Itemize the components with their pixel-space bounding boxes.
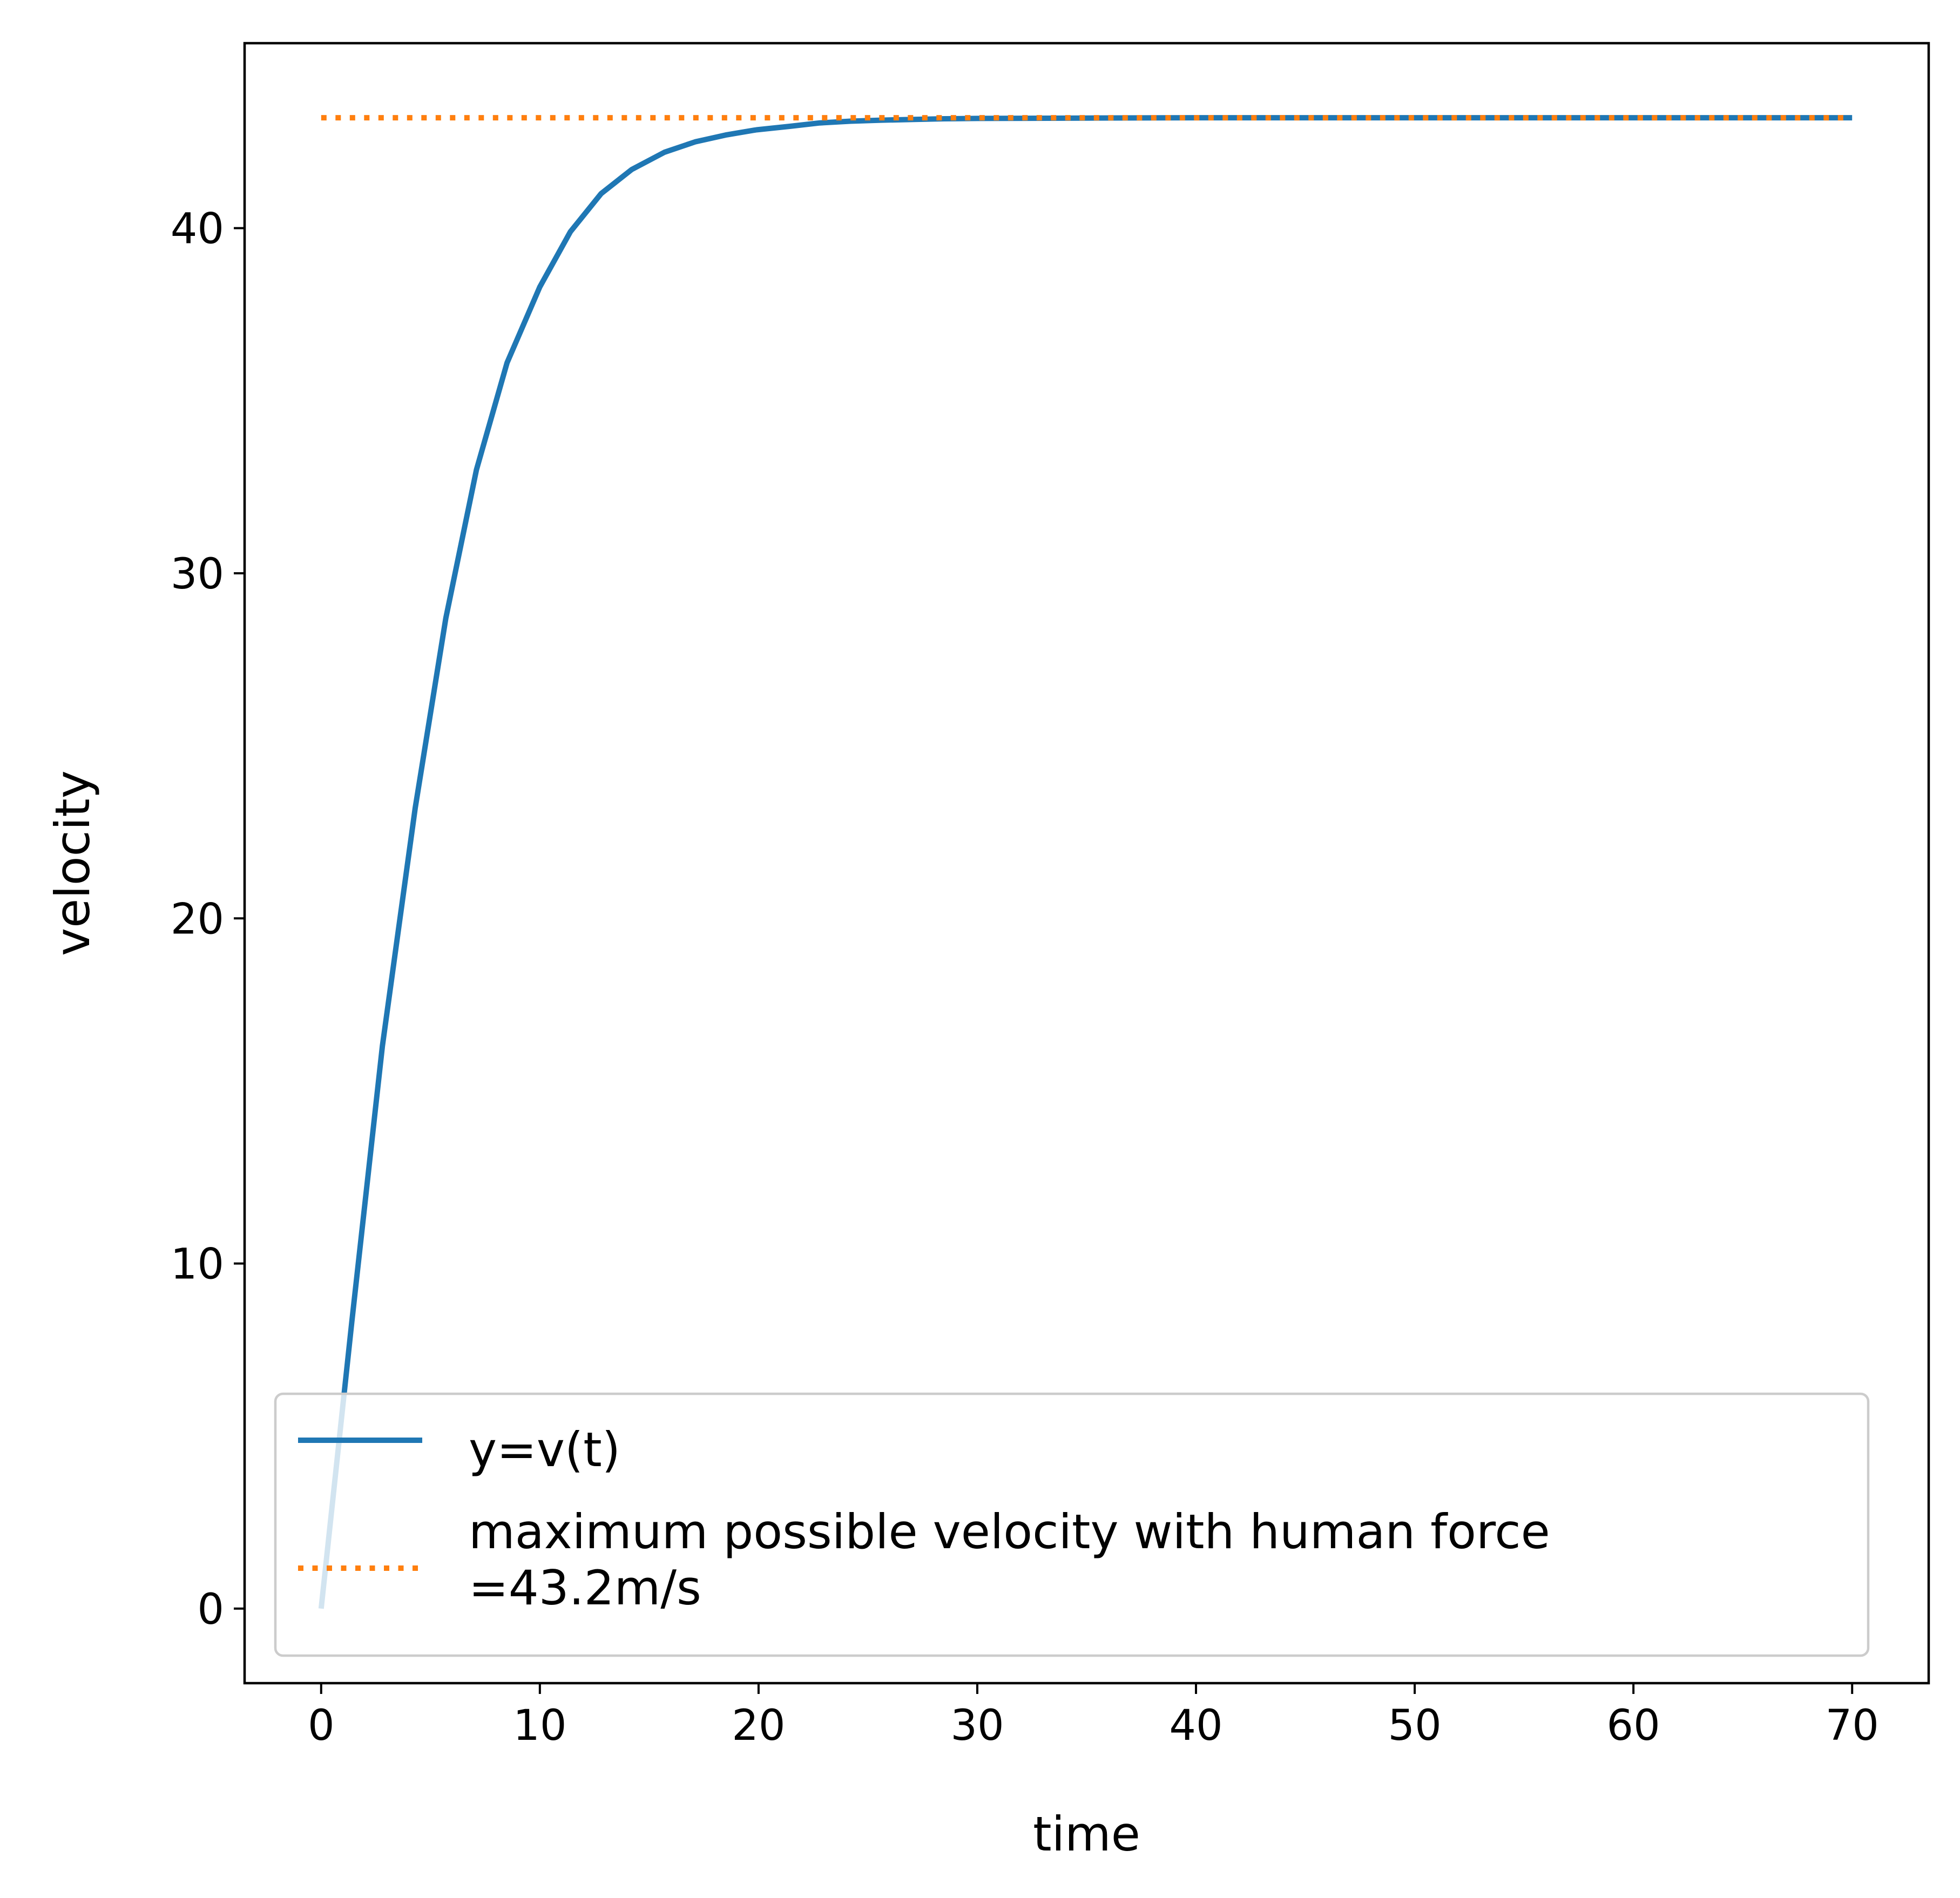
plot-area [318,115,1853,1609]
x-tick-label: 10 [513,1702,566,1750]
x-tick-label: 50 [1388,1702,1441,1750]
x-axis-label: time [1033,1806,1140,1862]
y-tick-label: 20 [171,895,224,944]
axes-frame [243,42,1930,1685]
x-tick-label: 30 [950,1702,1004,1750]
legend-label-1: y=v(t) [469,1422,620,1477]
legend-label-2: maximum possible velocity with human for… [469,1504,1550,1616]
y-tick-label: 40 [171,205,224,254]
legend: y=v(t) maximum possible velocity with hum… [274,1392,1870,1657]
legend-label-line: y=v(t) [469,1422,620,1477]
x-tick-label: 20 [732,1702,785,1750]
y-tick-label: 0 [197,1585,224,1634]
x-tick-label: 60 [1607,1702,1660,1750]
series-group [318,115,1853,1609]
y-axis-label: velocity [45,770,100,956]
legend-box [274,1392,1870,1657]
y-tick-label: 10 [171,1241,224,1289]
x-tick-label: 0 [308,1702,335,1750]
axes: 0 10 20 30 40 50 60 70 0 10 20 30 40 time velocity [45,42,1930,1862]
y-tick-label: 30 [171,550,224,599]
series-line-1 [318,115,1853,1609]
x-tick-label: 70 [1826,1702,1879,1750]
x-tick-label: 40 [1169,1702,1222,1750]
legend-label-line: maximum possible velocity with human for… [469,1504,1550,1560]
legend-label-line: =43.2m/s [469,1560,701,1616]
